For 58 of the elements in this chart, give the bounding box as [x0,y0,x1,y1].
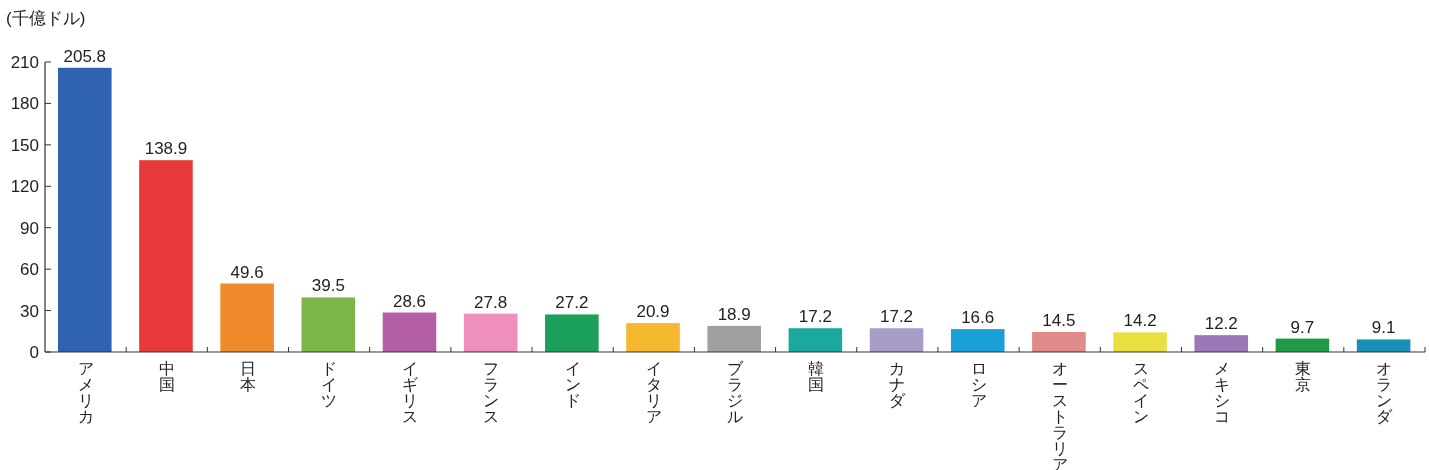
x-tick-label: 日本 [239,360,256,393]
bar [1356,339,1411,352]
bar [545,314,599,352]
x-tick-label: オランダ [1376,360,1394,425]
x-tick-label: 東京 [1295,360,1312,393]
bar [463,313,518,352]
bar [382,312,437,352]
bar [869,328,924,352]
data-label: 9.1 [1371,318,1396,338]
bar [301,297,356,352]
x-tick-label: 中国 [158,360,175,393]
y-tick-label: 60 [20,260,39,280]
bar [707,325,761,352]
y-tick-label: 90 [20,218,39,238]
x-tick-label: イタリア [645,360,662,425]
data-label: 9.7 [1290,317,1315,337]
x-tick-label: イギリス [402,360,419,425]
y-tick-label: 210 [10,53,39,72]
data-label: 14.5 [1042,310,1076,330]
y-tick-label: 0 [29,343,39,362]
x-tick-label: 韓国 [808,360,825,393]
x-tick-label: フランス [483,360,500,425]
bar [1032,331,1086,352]
y-tick-label: 150 [10,135,39,155]
data-label: 12.2 [1204,314,1238,334]
data-label: 27.2 [555,293,589,313]
x-tick-label: メキシコ [1214,360,1231,425]
x-tick-label: ブラジル [727,360,744,425]
x-tick-label: アメリカ [77,360,94,425]
data-label: 18.9 [717,304,751,324]
y-tick-label: 120 [10,177,39,197]
x-tick-label: ロシア [970,360,987,409]
data-label: 39.5 [311,276,345,296]
bar [139,160,193,352]
data-label: 17.2 [798,307,832,327]
data-label: 138.9 [144,139,188,159]
y-axis-title: (千億ドル) [6,9,86,28]
data-label: 20.9 [636,302,670,322]
x-tick-label: インド [564,360,581,409]
data-label: 14.2 [1123,311,1157,331]
data-label: 49.6 [230,262,264,282]
bar [57,67,112,352]
bar [788,328,843,352]
bar [1113,332,1167,352]
data-label: 16.6 [961,308,995,328]
data-label: 17.2 [879,307,914,327]
data-label: 205.8 [63,46,107,66]
y-tick-label: 180 [10,94,39,114]
bar [220,283,274,352]
data-label: 27.8 [474,292,508,312]
bar [1194,335,1249,352]
x-tick-label: カナダ [889,360,907,409]
x-tick-label: ドイツ [321,360,338,409]
y-tick-label: 30 [20,301,39,321]
bar [626,323,680,352]
bar [950,329,1005,352]
data-label: 28.6 [392,291,427,311]
x-tick-label: スペイン [1132,360,1149,425]
